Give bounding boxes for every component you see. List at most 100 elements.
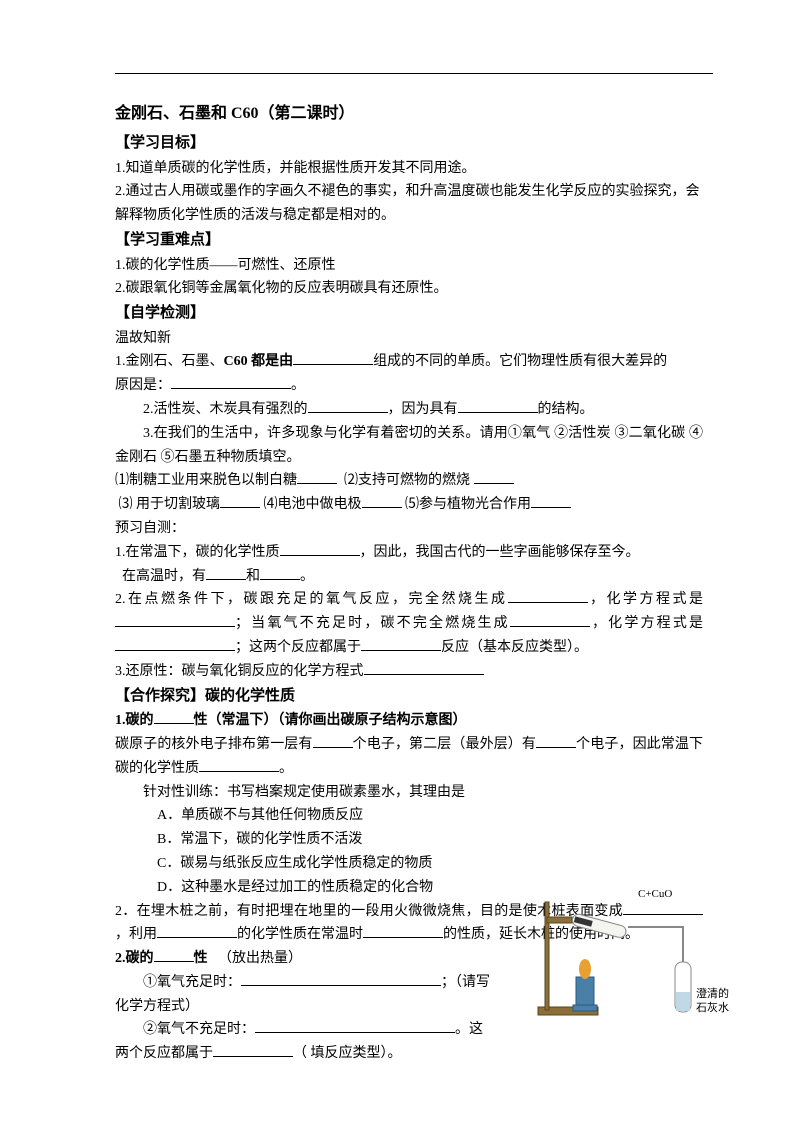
q3-3: ⑶ 用于切割玻璃 [119,497,221,512]
blank [171,388,291,389]
preview-1: 1.在常温下，碳的化学性质 ，因此，我国古代的一些字画能够保存至今。 [115,541,703,565]
p2-d: ，化学方程式是 [590,616,703,631]
blank [458,412,538,413]
rule-top [115,73,713,74]
blank [154,961,194,962]
old-q3-opts1: ⑴制糖工业用来脱色以制白糖 ⑵支持可燃物的燃烧 [115,469,703,493]
old-q2-a: 2.活性炭、木炭具有强烈的 [143,402,308,417]
label-top: C+CuO [638,888,672,900]
collab-1-body: 碳原子的核外电子排布第一层有个电子，第二层（最外层）有个电子，因此常温下碳的化学… [115,733,703,781]
p1-a: 1.在常温下，碳的化学性质 [115,545,280,560]
c2t-c: （放出热量） [218,951,302,966]
header-keypoints: 【学习重难点】 [115,228,703,254]
option-a: A．单质碳不与其他任何物质反应 [115,804,703,828]
c2t-b: 性 [194,951,208,966]
header-collab: 【合作探究】碳的化学性质 [115,684,703,710]
burner-base [573,1005,597,1011]
blank [308,412,388,413]
blank [115,626,235,627]
blank [280,555,360,556]
t2-c: 的化学性质在常温时 [237,927,363,942]
blank [115,650,235,651]
c1t-b: 性（常温下）（请你画出碳原子结构示意图） [194,713,467,728]
old-q2: 2.活性炭、木炭具有强烈的 ，因为具有 的结构。 [115,398,703,422]
blank [260,579,300,580]
c1-b: 个电子，第二层（最外层）有 [353,737,537,752]
q3-2: ⑵支持可燃物的燃烧 [344,473,470,488]
blank [293,364,373,365]
p2-e: ；这两个反应都属于 [235,640,361,655]
p2-c: ；当氧气不充足时，碳不完全燃烧生成 [235,616,510,631]
blank [536,747,576,748]
p3: 3.还原性：碳与氧化铜反应的化学方程式 [115,664,364,679]
p2-f: 反应（基本反应类型）。 [441,640,588,655]
t2-b: ，利用 [115,927,157,942]
label-right-b: 石灰水 [696,1000,729,1014]
keypoint-1: 1.碳的化学性质——可燃性、还原性 [115,254,703,278]
blank [363,937,443,938]
test-tube-group [571,913,627,939]
test-tube [571,913,627,939]
clamp [547,917,572,923]
q3-4: ⑷电池中做电极 [264,497,362,512]
blank [255,1032,455,1033]
o2c: （ 填反应类型）。 [293,1046,402,1061]
old-q2-c: 的结构。 [538,402,594,417]
subheader-preview: 预习自测： [115,517,703,541]
apparatus-svg: C+CuO 澄清的 石灰水 [533,877,733,1027]
blank [474,483,514,484]
blank [361,650,441,651]
blank [362,507,402,508]
q3-5: ⑸参与植物光合作用 [405,497,531,512]
subheader-old: 温故知新 [115,327,703,351]
blank [157,937,237,938]
old-q1-d: 原因是： [115,378,171,393]
train-stem: 针对性训练：书写档案规定使用碳素墨水，其理由是 [115,781,703,805]
p1-c: 在高温时，有 [122,569,206,584]
objective-2: 2.通过古人用碳或墨作的字画久不褪色的事实，和升高温度碳也能发生化学反应的实验探… [115,180,703,228]
c1-d: 。 [279,761,293,776]
burner-body [576,977,594,1007]
blank [206,579,246,580]
keypoint-2: 2.碳跟氧化铜等金属氧化物的反应表明碳具有还原性。 [115,277,703,301]
header-objectives: 【学习目标】 [115,131,703,157]
old-q3: 3.在我们的生活中，许多现象与化学有着密切的关系。请用①氧气 ②活性炭 ③二氧化… [115,422,703,470]
old-q1-a: 1.金刚石、石墨、 [115,354,224,369]
q3-1: ⑴制糖工业用来脱色以制白糖 [115,473,297,488]
p2-b: ，化学方程式是 [588,592,704,607]
old-q1-e: 。 [291,378,305,393]
option-b: B．常温下，碳的化学性质不活泼 [115,828,703,852]
option-c: C．碳易与纸张反应生成化学性质稳定的物质 [115,852,703,876]
blank [364,674,484,675]
o2: ②氧气不充足时： [143,1022,255,1037]
blank [220,507,260,508]
preview-2: 2.在点燃条件下，碳跟充足的氧气反应，完全然烧生成 ，化学方程式是 ；当氧气不充足时… [115,588,703,659]
old-q1: 1.金刚石、石墨、C60 都是由组成的不同的单质。它们物理性质有很大差异的 [115,350,703,374]
blank [313,747,353,748]
c1-a: 碳原子的核外电子排布第一层有 [115,737,313,752]
blank [510,626,590,627]
header-selftest: 【自学检测】 [115,301,703,327]
preview-1b: 在高温时，有 和 。 [115,565,703,589]
p1-e: 。 [300,569,314,584]
c2t-a: 2.碳的 [115,951,154,966]
doc-title: 金刚石、石墨和 C60（第二课时） [115,100,703,127]
p1-d: 和 [246,569,260,584]
flame-icon [579,959,591,979]
blank [199,771,279,772]
blank [213,1056,293,1057]
old-q2-b: ，因为具有 [388,402,458,417]
apparatus-diagram: C+CuO 澄清的 石灰水 [533,877,733,1027]
c1t-a: 1.碳的 [115,713,154,728]
limewater [676,992,690,1011]
p1-b: ，因此，我国古代的一些字画能够保存至今。 [360,545,640,560]
o1: ①氧气充足时： [143,975,241,990]
preview-3: 3.还原性：碳与氧化铜反应的化学方程式 [115,660,703,684]
old-q1-line2: 原因是： 。 [115,374,703,398]
collab-1-title: 1.碳的 性（常温下）（请你画出碳原子结构示意图） [115,709,703,733]
blank [154,723,194,724]
objective-1: 1.知道单质碳的化学性质，并能根据性质开发其不同用途。 [115,157,703,181]
blank [241,985,441,986]
p2-a: 2.在点燃条件下，碳跟充足的氧气反应，完全然烧生成 [115,592,508,607]
old-q1-b: C60 都是由 [224,354,294,369]
